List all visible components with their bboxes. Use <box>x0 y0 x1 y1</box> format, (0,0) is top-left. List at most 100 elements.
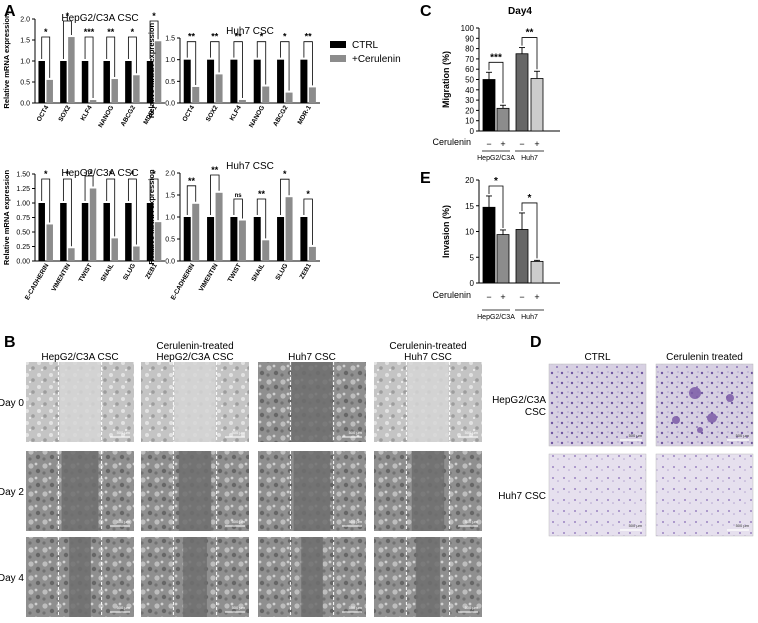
chart-a3: HepG2/C3A CSC 0.00 0.25 0.50 0.75 1.00 1.25 1.5… <box>2 168 165 301</box>
bar-cerulenin <box>89 188 97 261</box>
y-axis-label: Invasion (%) <box>441 205 451 258</box>
x-tick-label: OCT4 <box>36 104 51 123</box>
column-label: Huh7 CSC <box>404 352 452 363</box>
y-tick-label: 100 <box>461 24 475 33</box>
cell-cluster <box>672 416 680 424</box>
bar-ctrl <box>146 61 154 103</box>
y-axis-label: Relative mRNA expression <box>147 23 156 119</box>
group-label: Huh7 <box>521 314 538 321</box>
significance-mark: * <box>494 176 498 187</box>
panel-label-d: D <box>530 334 542 351</box>
column-label: Cerulenin treated <box>666 352 743 363</box>
bar-ctrl <box>103 203 110 261</box>
column-label: HepG2/C3A CSC <box>41 352 118 363</box>
scale-label: 500 µm <box>349 605 363 610</box>
scale-label: 500 µm <box>232 519 246 524</box>
scale-label: 500 µm <box>117 605 131 610</box>
bar-cerulenin <box>238 99 246 103</box>
significance-bracket <box>488 61 504 104</box>
treatment-mark: − <box>486 139 491 149</box>
bar-cerulenin <box>215 74 223 103</box>
panel-b-wound-healing: HepG2/C3A CSCCerulenin-treatedHepG2/C3A … <box>0 341 482 617</box>
bar-cerulenin <box>308 87 316 103</box>
y-tick-label: 1.25 <box>16 186 30 193</box>
charts-layer: HepG2/C3A CSC 0.0 0.5 1.0 1.5 2.0 Relative mRN… <box>2 6 560 321</box>
bar-cerulenin <box>133 75 140 103</box>
scale-label: 500 µm <box>465 519 479 524</box>
bar-ctrl <box>207 59 215 103</box>
x-tick-label: KLF4 <box>80 104 94 122</box>
bar-ctrl <box>300 59 308 103</box>
scale-label: 500 µm <box>232 605 246 610</box>
scale-label: 500 µm <box>349 519 363 524</box>
x-tick-label: TWIST <box>227 262 243 283</box>
wound-gap <box>178 451 212 531</box>
y-tick-label: 0.5 <box>165 237 175 244</box>
bar-cerulenin <box>192 86 200 103</box>
y-tick-label: 1.50 <box>16 172 30 179</box>
wound-image: 500 µm <box>141 362 249 442</box>
significance-mark: ** <box>305 32 313 42</box>
bar-cerulenin <box>46 79 53 103</box>
y-tick-label: 0.5 <box>20 80 30 87</box>
column-label: Cerulenin-treated <box>156 341 233 352</box>
significance-bracket <box>127 36 137 74</box>
significance-bracket <box>303 198 313 245</box>
bar-ctrl <box>146 203 154 261</box>
significance-mark: * <box>283 169 287 179</box>
bar-ctrl <box>125 61 132 103</box>
y-tick-label: 15 <box>465 202 474 211</box>
significance-bracket <box>127 178 137 245</box>
wound-image: 500 µm <box>26 362 134 442</box>
significance-mark: * <box>152 11 156 21</box>
y-tick-label: 80 <box>465 45 474 54</box>
scale-label: 500 µm <box>117 430 131 435</box>
y-tick-label: 0.50 <box>16 230 30 237</box>
bar-cerulenin <box>262 86 270 103</box>
y-axis-label: Relative mRNA expression <box>147 169 156 265</box>
cell-cluster <box>697 427 703 433</box>
bar-ctrl <box>207 217 215 261</box>
wound-gap <box>411 451 445 531</box>
bar-cerulenin <box>154 222 162 261</box>
significance-bracket <box>41 178 51 223</box>
bar-ctrl <box>277 217 285 261</box>
x-tick-label: VIMENTIN <box>198 262 220 293</box>
y-tick-label: 1.0 <box>20 59 30 66</box>
significance-bracket <box>280 41 290 91</box>
significance-bracket <box>186 185 197 215</box>
bar-ctrl <box>38 61 45 103</box>
y-axis-label: Migration (%) <box>441 51 451 108</box>
y-tick-label: 0.75 <box>16 215 30 222</box>
scale-label: 500 µm <box>629 433 643 438</box>
y-tick-label: 1.5 <box>20 38 30 45</box>
row-label: Day 0 <box>0 398 24 409</box>
chart-title: Huh7 CSC <box>226 161 274 172</box>
transwell-image: 500 µm <box>548 363 647 447</box>
bar-cerulenin <box>262 240 270 261</box>
y-tick-label: 2.0 <box>165 171 175 178</box>
y-tick-label: 90 <box>465 34 474 43</box>
x-tick-label: VIMENTIN <box>51 262 73 293</box>
scale-label: 500 µm <box>736 433 750 438</box>
significance-bracket <box>106 36 116 78</box>
significance-mark: * <box>131 169 135 179</box>
wound-image: 500 µm <box>258 537 366 617</box>
wound-image: 500 µm <box>26 537 134 617</box>
significance-mark: * <box>306 189 310 199</box>
y-axis-label: Relative mRNA expression <box>2 13 11 109</box>
y-tick-label: 1.00 <box>16 201 30 208</box>
y-tick-label: 60 <box>465 65 474 74</box>
y-tick-label: 0.0 <box>165 259 175 266</box>
wound-image: 500 µm <box>374 362 482 442</box>
x-tick-label: ZEB1 <box>299 262 314 280</box>
panel-label-e: E <box>420 170 431 187</box>
significance-mark: ns <box>86 170 94 176</box>
bar-ctrl <box>183 59 191 103</box>
x-tick-label: OCT4 <box>181 104 196 123</box>
significance-bracket <box>149 20 159 59</box>
row-label-cerulenin: Cerulenin <box>432 290 471 300</box>
significance-bracket <box>62 178 72 247</box>
y-tick-label: 1.5 <box>165 36 175 43</box>
